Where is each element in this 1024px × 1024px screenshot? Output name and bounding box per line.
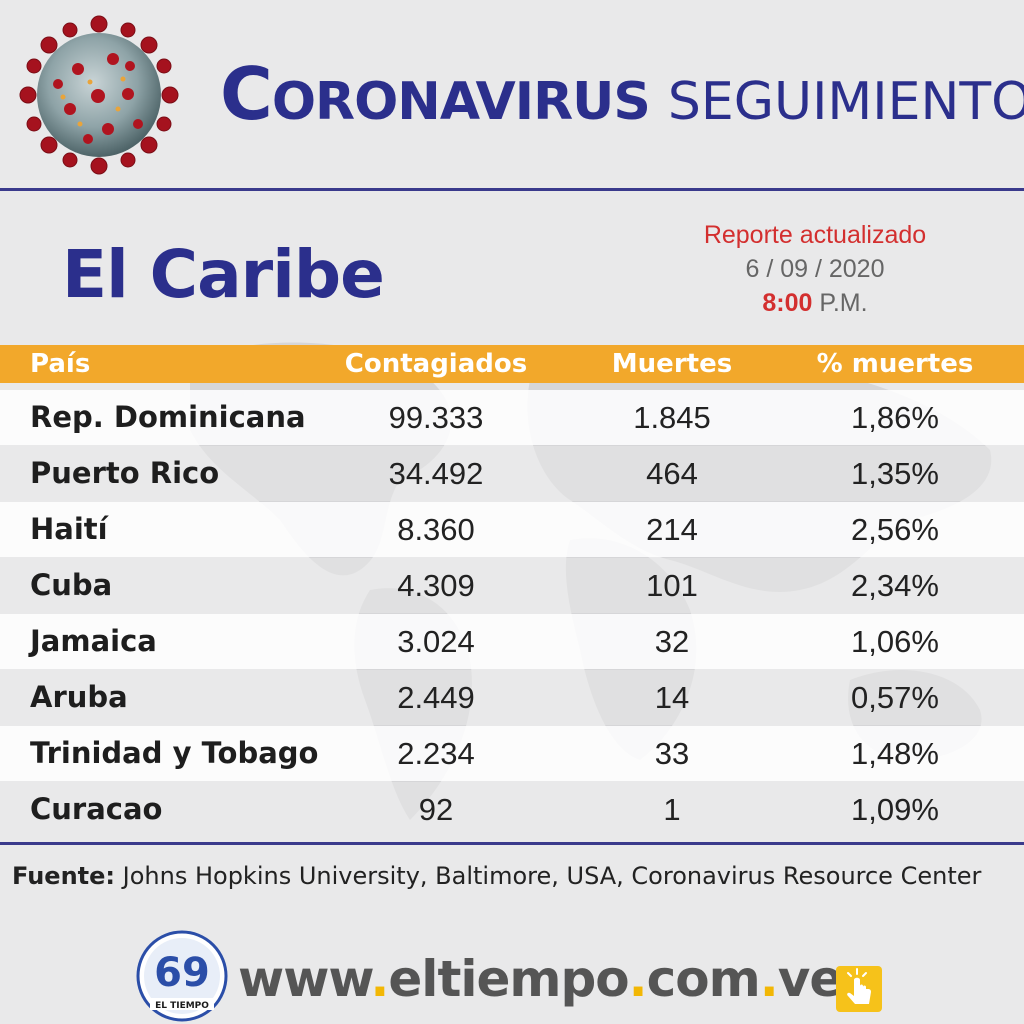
cell-muertes: 14	[654, 680, 690, 715]
report-time: 8:00 P.M.	[700, 286, 930, 320]
title-rest: oronavirus	[271, 72, 651, 132]
table-row: Jamaica 3.024 32 1,06%	[0, 614, 1024, 669]
table-row: Haití 8.360 214 2,56%	[0, 502, 1024, 557]
cell-contagiados: 3.024	[397, 624, 475, 659]
report-date: 6 / 09 / 2020	[745, 255, 885, 283]
url-dot: .	[628, 950, 648, 1008]
cell-country: Haití	[30, 512, 108, 546]
header-contagiados: Contagiados	[344, 349, 528, 379]
table-row: Puerto Rico 34.492 464 1,35%	[0, 446, 1024, 501]
header-divider	[0, 188, 1024, 191]
cell-contagiados: 4.309	[397, 568, 475, 603]
header: Coronavirus Seguimiento	[0, 0, 1024, 191]
region-title: El Caribe	[62, 236, 385, 313]
click-hand-icon	[836, 966, 882, 1012]
cell-country: Puerto Rico	[30, 456, 220, 490]
header-pct-muertes: % muertes	[816, 349, 974, 379]
url-dot: .	[759, 950, 779, 1008]
report-label: Reporte actualizado	[703, 221, 927, 249]
url-part-domain: eltiempo	[388, 950, 629, 1008]
url-dot: .	[370, 950, 389, 1008]
logo-name: EL TIEMPO	[155, 1001, 209, 1011]
url-part-www: www	[238, 950, 371, 1008]
table-bottom-divider	[0, 842, 1024, 845]
title-main: Coronavirus	[220, 52, 651, 136]
cell-muertes: 32	[654, 624, 690, 659]
cell-country: Cuba	[30, 568, 113, 602]
cell-pct-muertes: 1,35%	[851, 456, 939, 491]
cell-contagiados: 2.234	[397, 736, 475, 771]
report-info: Reporte actualizado 6 / 09 / 2020 8:00 P…	[700, 218, 930, 320]
el-tiempo-logo[interactable]: 69 EL TIEMPO	[136, 930, 228, 1022]
title-subtitle: Seguimiento	[667, 72, 1024, 132]
cell-pct-muertes: 1,06%	[851, 624, 939, 659]
source-text: Johns Hopkins University, Baltimore, USA…	[122, 862, 982, 890]
website-url[interactable]: www.eltiempo.com.ve	[238, 950, 844, 1008]
cell-country: Jamaica	[30, 624, 157, 658]
coronavirus-icon	[19, 15, 179, 175]
cell-pct-muertes: 1,09%	[851, 792, 939, 827]
cell-muertes: 1	[663, 792, 681, 827]
table-header: País Contagiados Muertes % muertes	[0, 345, 1024, 383]
cell-pct-muertes: 2,56%	[851, 512, 939, 547]
cell-muertes: 1.845	[633, 400, 711, 435]
cell-pct-muertes: 0,57%	[851, 680, 939, 715]
table-row: Trinidad y Tobago 2.234 33 1,48%	[0, 726, 1024, 781]
cell-muertes: 214	[646, 512, 698, 547]
report-time-suffix: P.M.	[819, 289, 868, 317]
page-title: Coronavirus Seguimiento	[220, 52, 1024, 142]
table-row: Aruba 2.449 14 0,57%	[0, 670, 1024, 725]
cell-country: Aruba	[30, 680, 128, 714]
cell-country: Curacao	[30, 792, 163, 826]
cell-muertes: 33	[654, 736, 690, 771]
source-label: Fuente:	[12, 862, 115, 890]
cell-contagiados: 99.333	[388, 400, 484, 435]
url-part-com: com	[646, 950, 761, 1008]
url-part-ve: ve	[777, 950, 844, 1008]
cell-pct-muertes: 2,34%	[851, 568, 939, 603]
cell-country: Rep. Dominicana	[30, 400, 306, 434]
title-capital: C	[220, 52, 273, 136]
cell-contagiados: 92	[418, 792, 454, 827]
table-row: Rep. Dominicana 99.333 1.845 1,86%	[0, 390, 1024, 445]
cell-muertes: 101	[646, 568, 698, 603]
cell-contagiados: 2.449	[397, 680, 475, 715]
cell-pct-muertes: 1,86%	[851, 400, 939, 435]
cell-pct-muertes: 1,48%	[851, 736, 939, 771]
table-row: Cuba 4.309 101 2,34%	[0, 558, 1024, 613]
report-time-value: 8:00	[762, 289, 813, 317]
logo-number: 69	[154, 950, 210, 996]
header-muertes: Muertes	[611, 349, 733, 379]
cell-country: Trinidad y Tobago	[30, 736, 319, 770]
cell-contagiados: 8.360	[397, 512, 475, 547]
cell-muertes: 464	[646, 456, 698, 491]
cell-contagiados: 34.492	[388, 456, 484, 491]
source-note: Fuente: Johns Hopkins University, Baltim…	[12, 862, 981, 890]
table-row: Curacao 92 1 1,09%	[0, 782, 1024, 837]
header-pais: País	[30, 349, 91, 379]
